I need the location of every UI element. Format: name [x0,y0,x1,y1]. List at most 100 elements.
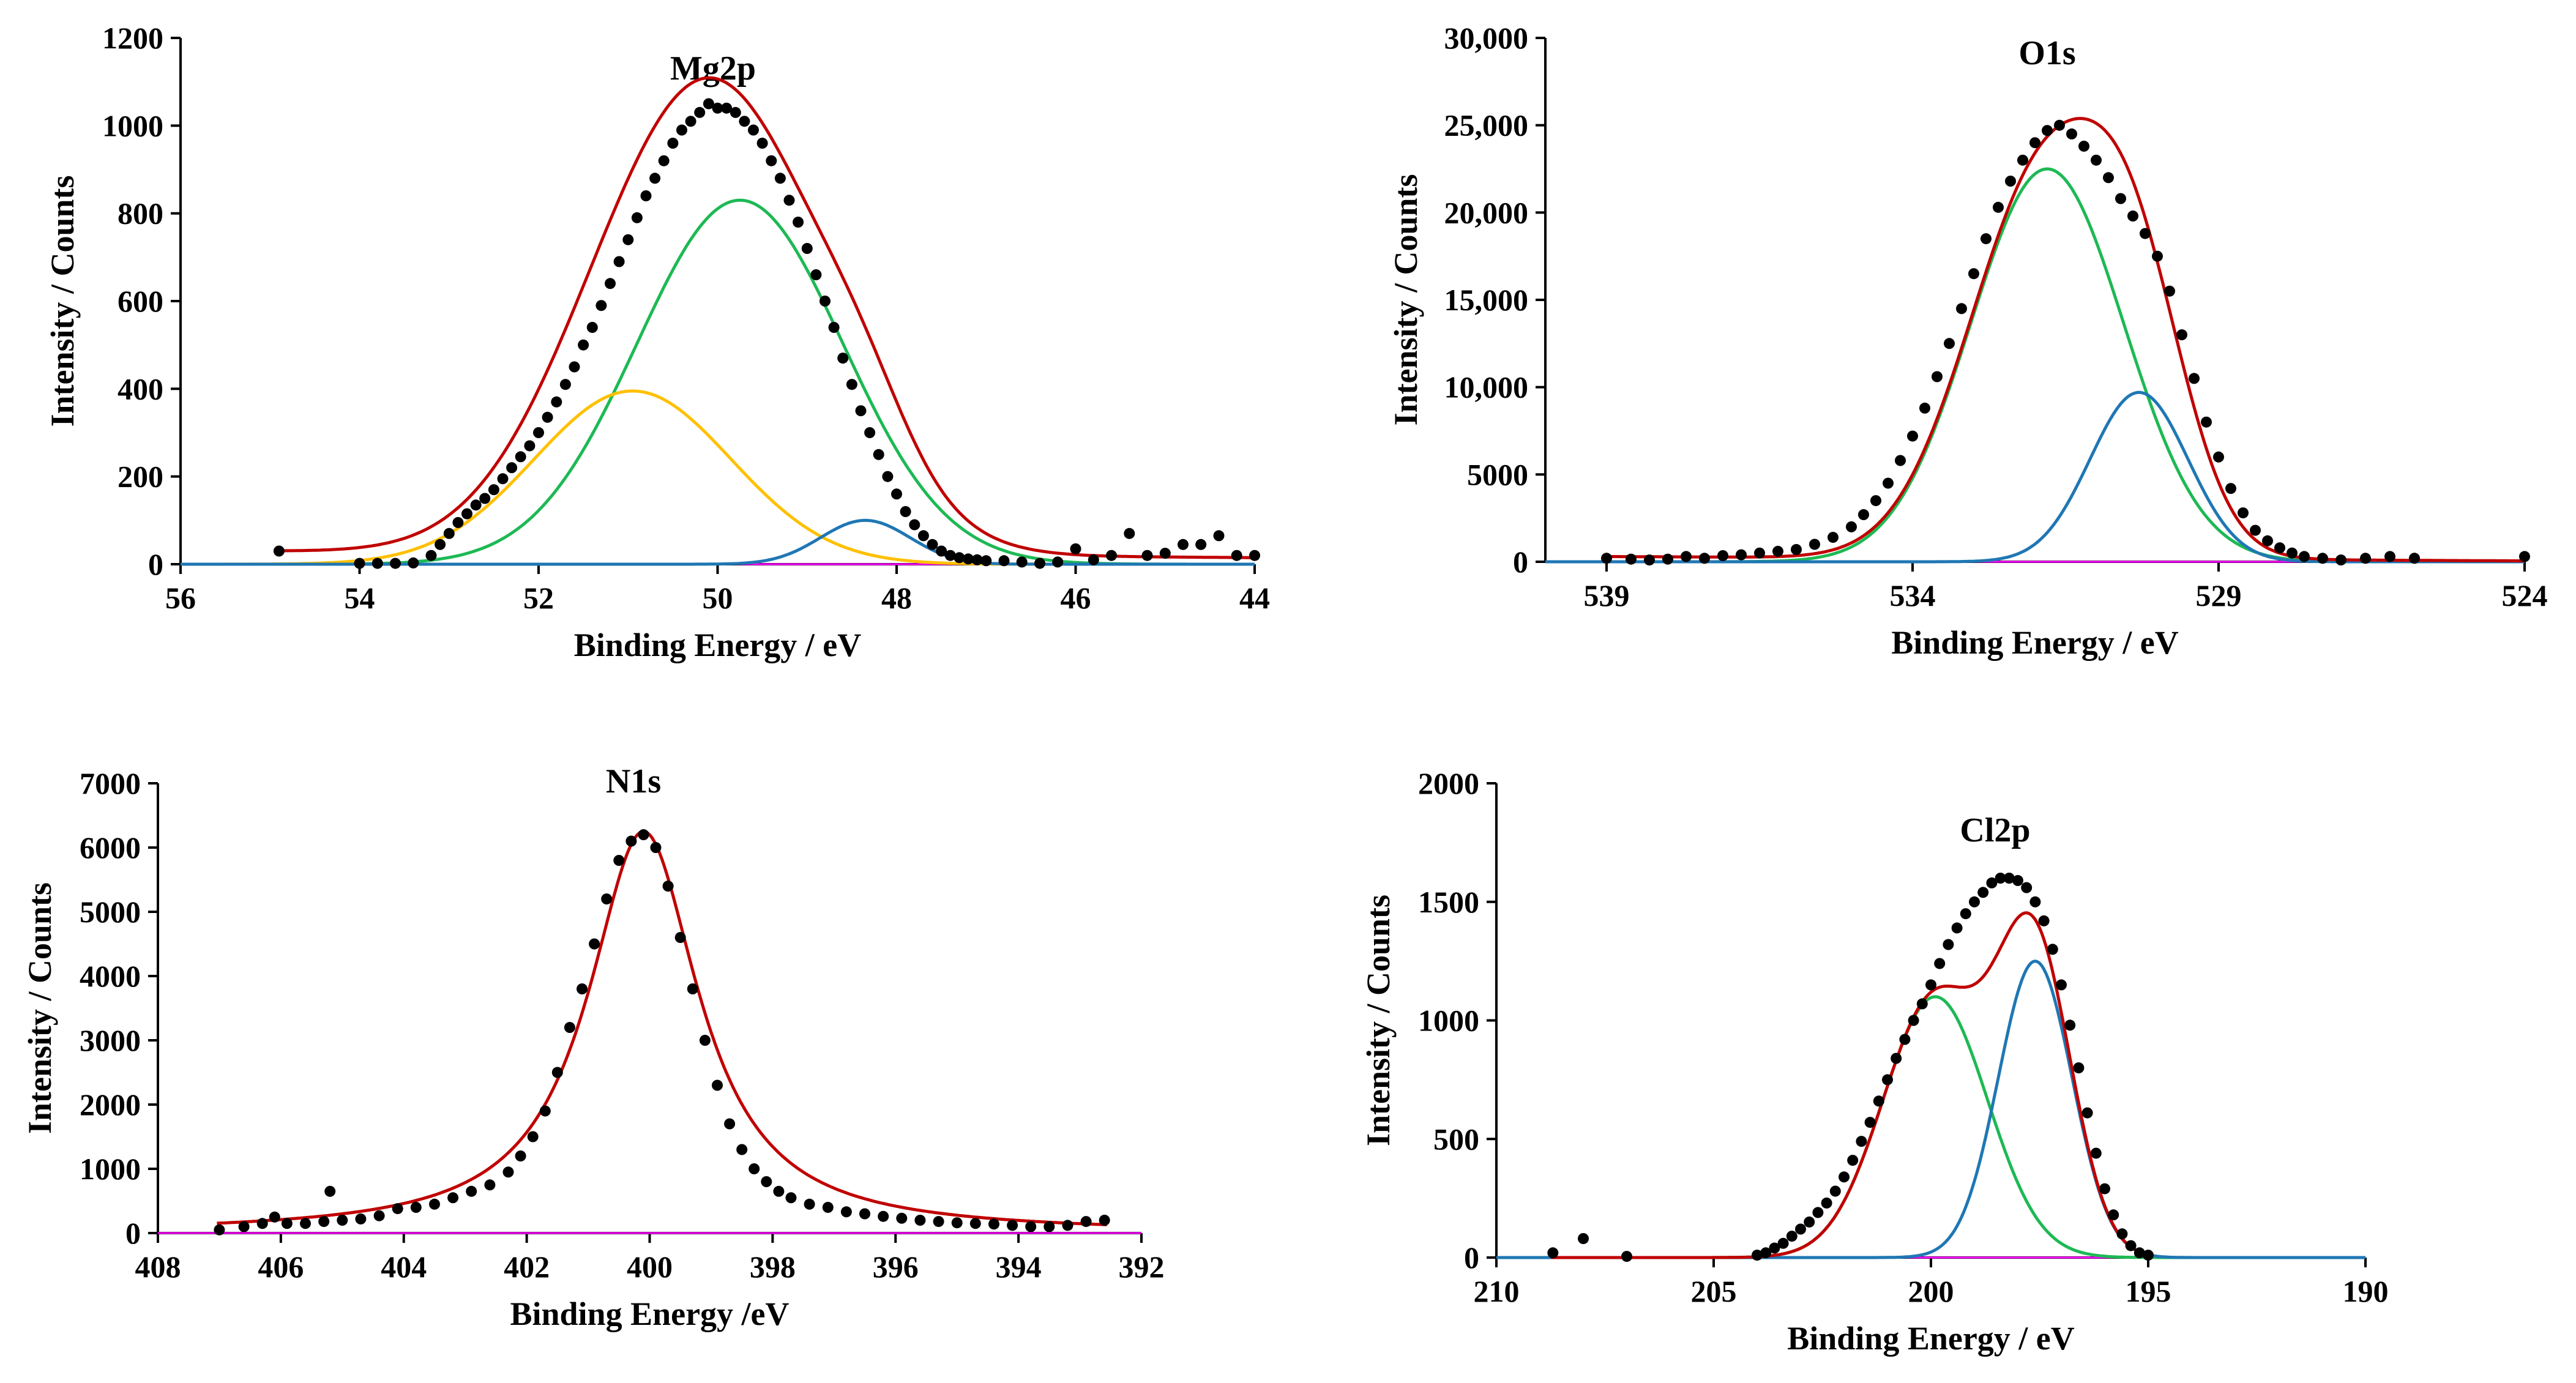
data-point [2409,553,2420,564]
data-point [1080,1216,1092,1228]
data-point [748,124,759,136]
data-point [954,552,965,564]
data-point [1993,201,2004,213]
data-point [1159,548,1171,559]
data-point [927,539,938,550]
data-point [515,451,526,463]
data-point [1016,556,1028,568]
data-point [577,983,588,994]
x-tick-label: 56 [165,581,196,615]
data-point [551,396,562,408]
data-point [1883,477,1894,489]
data-point [429,1198,440,1210]
y-tick-label: 3000 [80,1023,141,1057]
data-point [1195,539,1207,550]
data-point [1809,539,1820,550]
data-point [1088,554,1099,565]
x-tick-label: 539 [1584,578,1630,613]
data-point [337,1215,348,1226]
data-point [896,1212,908,1224]
y-tick-label: 0 [125,1216,141,1250]
data-point [2115,193,2126,204]
y-tick-label: 2000 [80,1087,141,1122]
component-peak-blue [1545,390,2525,564]
data-point [589,938,600,950]
data-point [214,1224,225,1236]
data-point [569,361,580,373]
data-point [951,1217,963,1229]
data-point [900,506,911,517]
data-point [2066,128,2077,140]
data-point [2056,979,2067,991]
data-point [822,1202,834,1213]
y-tick-label: 2000 [1418,766,1479,800]
data-point [1052,556,1064,568]
data-point [1829,1185,1841,1197]
data-point [1681,551,1692,562]
data-point [2021,882,2033,893]
data-point [281,1218,293,1229]
data-point [1099,1215,1110,1226]
data-point [2134,1247,2145,1259]
data-point [1752,1250,1763,1261]
data-point [998,555,1010,567]
data-point [1882,1074,1893,1086]
data-point [1601,553,1612,564]
data-point [783,195,795,206]
data-point [2250,524,2261,536]
data-point [2360,553,2371,564]
data-point [773,1185,785,1197]
envelope-fit-line [1550,911,2151,1259]
data-point [502,1166,514,1178]
x-tick-label: 402 [504,1250,550,1284]
data-point [1621,1251,1632,1262]
data-point [2299,551,2310,562]
data-point [2225,483,2236,494]
data-point [1986,877,1998,889]
data-point [1916,998,1928,1010]
data-point [1786,1231,1798,1242]
x-tick-label: 400 [627,1250,673,1284]
x-tick-label: 529 [2196,578,2242,613]
data-point [1864,1117,1876,1128]
y-tick-label: 5000 [80,895,141,929]
chart-panel-o1s: 0 5000 10,000 15,000 20,000 25,000 30,000 539 53… [1387,21,2548,661]
data-point [1025,1221,1037,1232]
data-point [1662,553,1673,565]
data-point [2317,553,2328,564]
chart-title: Cl2p [1960,811,2030,849]
chart-title: N1s [606,762,661,800]
data-point [461,508,472,520]
chart-panel-mg2p: 0 200 400 600 800 1000 1200 56 54 52 50 48 46 44 Mg2p B… [44,21,1270,663]
data-point [1754,547,1765,559]
data-point [2384,551,2395,562]
data-point [2176,329,2187,341]
x-tick-label: 404 [381,1250,427,1284]
data-point [810,269,822,280]
y-tick-label: 0 [148,547,163,581]
x-tick-label: 408 [135,1250,181,1284]
data-point [1772,545,1783,557]
chart-title: Mg2p [670,50,756,88]
data-point [390,557,401,569]
data-point [564,1022,575,1033]
data-point [2091,154,2102,166]
y-tick-label: 0 [1513,545,1528,579]
x-tick-label: 195 [2126,1274,2171,1308]
data-point [2017,154,2028,166]
data-point [447,1192,459,1204]
y-tick-label: 1500 [1418,885,1479,919]
data-point [524,440,536,452]
data-point [613,855,625,866]
data-point [2047,944,2058,955]
data-point [392,1203,403,1215]
data-point [944,550,956,561]
y-tick-label: 6000 [80,830,141,865]
data-point [1858,509,1869,520]
data-point [640,190,652,201]
data-point [694,106,706,118]
x-tick-label: 406 [258,1250,304,1284]
y-tick-label: 30,000 [1444,21,1529,55]
x-tick-label: 44 [1239,581,1270,615]
data-point [963,553,974,565]
